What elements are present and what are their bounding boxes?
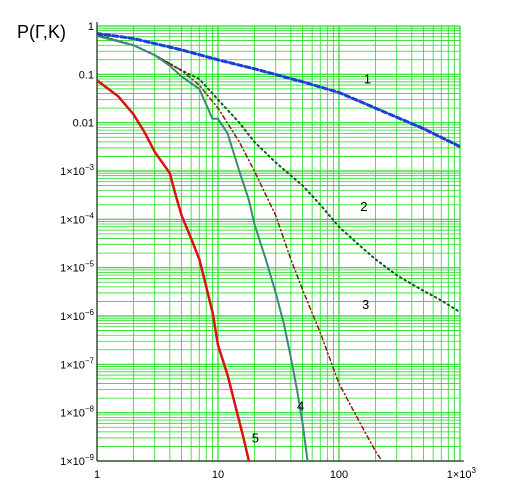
y-axis-label: P(Γ,K) xyxy=(17,22,66,42)
y-tick-label-exponent: −8 xyxy=(85,405,95,414)
y-tick-label-exponent: −4 xyxy=(85,211,95,220)
y-tick-label-exponent: −7 xyxy=(85,356,95,365)
series-line-5 xyxy=(97,79,251,461)
y-tick-label-exponent: −9 xyxy=(85,453,95,462)
y-tick-label-exponent: −5 xyxy=(85,260,95,269)
series-label-2: 2 xyxy=(360,199,367,214)
x-tick-label: 100 xyxy=(330,469,348,481)
x-tick-label: 1 xyxy=(94,469,100,481)
y-tick-label: 1 xyxy=(88,21,94,33)
series-line-1 xyxy=(97,32,460,149)
series-line-3 xyxy=(97,34,416,461)
series-label-4: 4 xyxy=(297,399,304,414)
series-label-1: 1 xyxy=(364,71,371,86)
x-tick-label-exponent: 3 xyxy=(472,466,477,475)
y-tick-label: 1×10−9 xyxy=(60,453,94,468)
y-tick-label: 0.01 xyxy=(73,118,94,130)
x-tick-label: 1×103 xyxy=(447,466,477,481)
y-tick-label: 0.1 xyxy=(79,69,94,81)
series-label-3: 3 xyxy=(362,297,369,312)
y-tick-label: 1×10−4 xyxy=(60,211,94,226)
y-tick-label: 1×10−3 xyxy=(60,163,94,178)
y-tick-label: 1×10−5 xyxy=(60,260,94,275)
x-tick-label: 10 xyxy=(212,469,224,481)
y-tick-label: 1×10−6 xyxy=(60,308,94,323)
series-line-4 xyxy=(97,35,309,461)
y-tick-label: 1×10−8 xyxy=(60,405,94,420)
y-tick-label-exponent: −3 xyxy=(85,163,95,172)
series-line-2 xyxy=(97,34,460,314)
plot-area xyxy=(97,26,460,461)
y-tick-label: 1×10−7 xyxy=(60,356,94,371)
y-tick-label-exponent: −6 xyxy=(85,308,95,317)
series-label-5: 5 xyxy=(252,431,259,446)
